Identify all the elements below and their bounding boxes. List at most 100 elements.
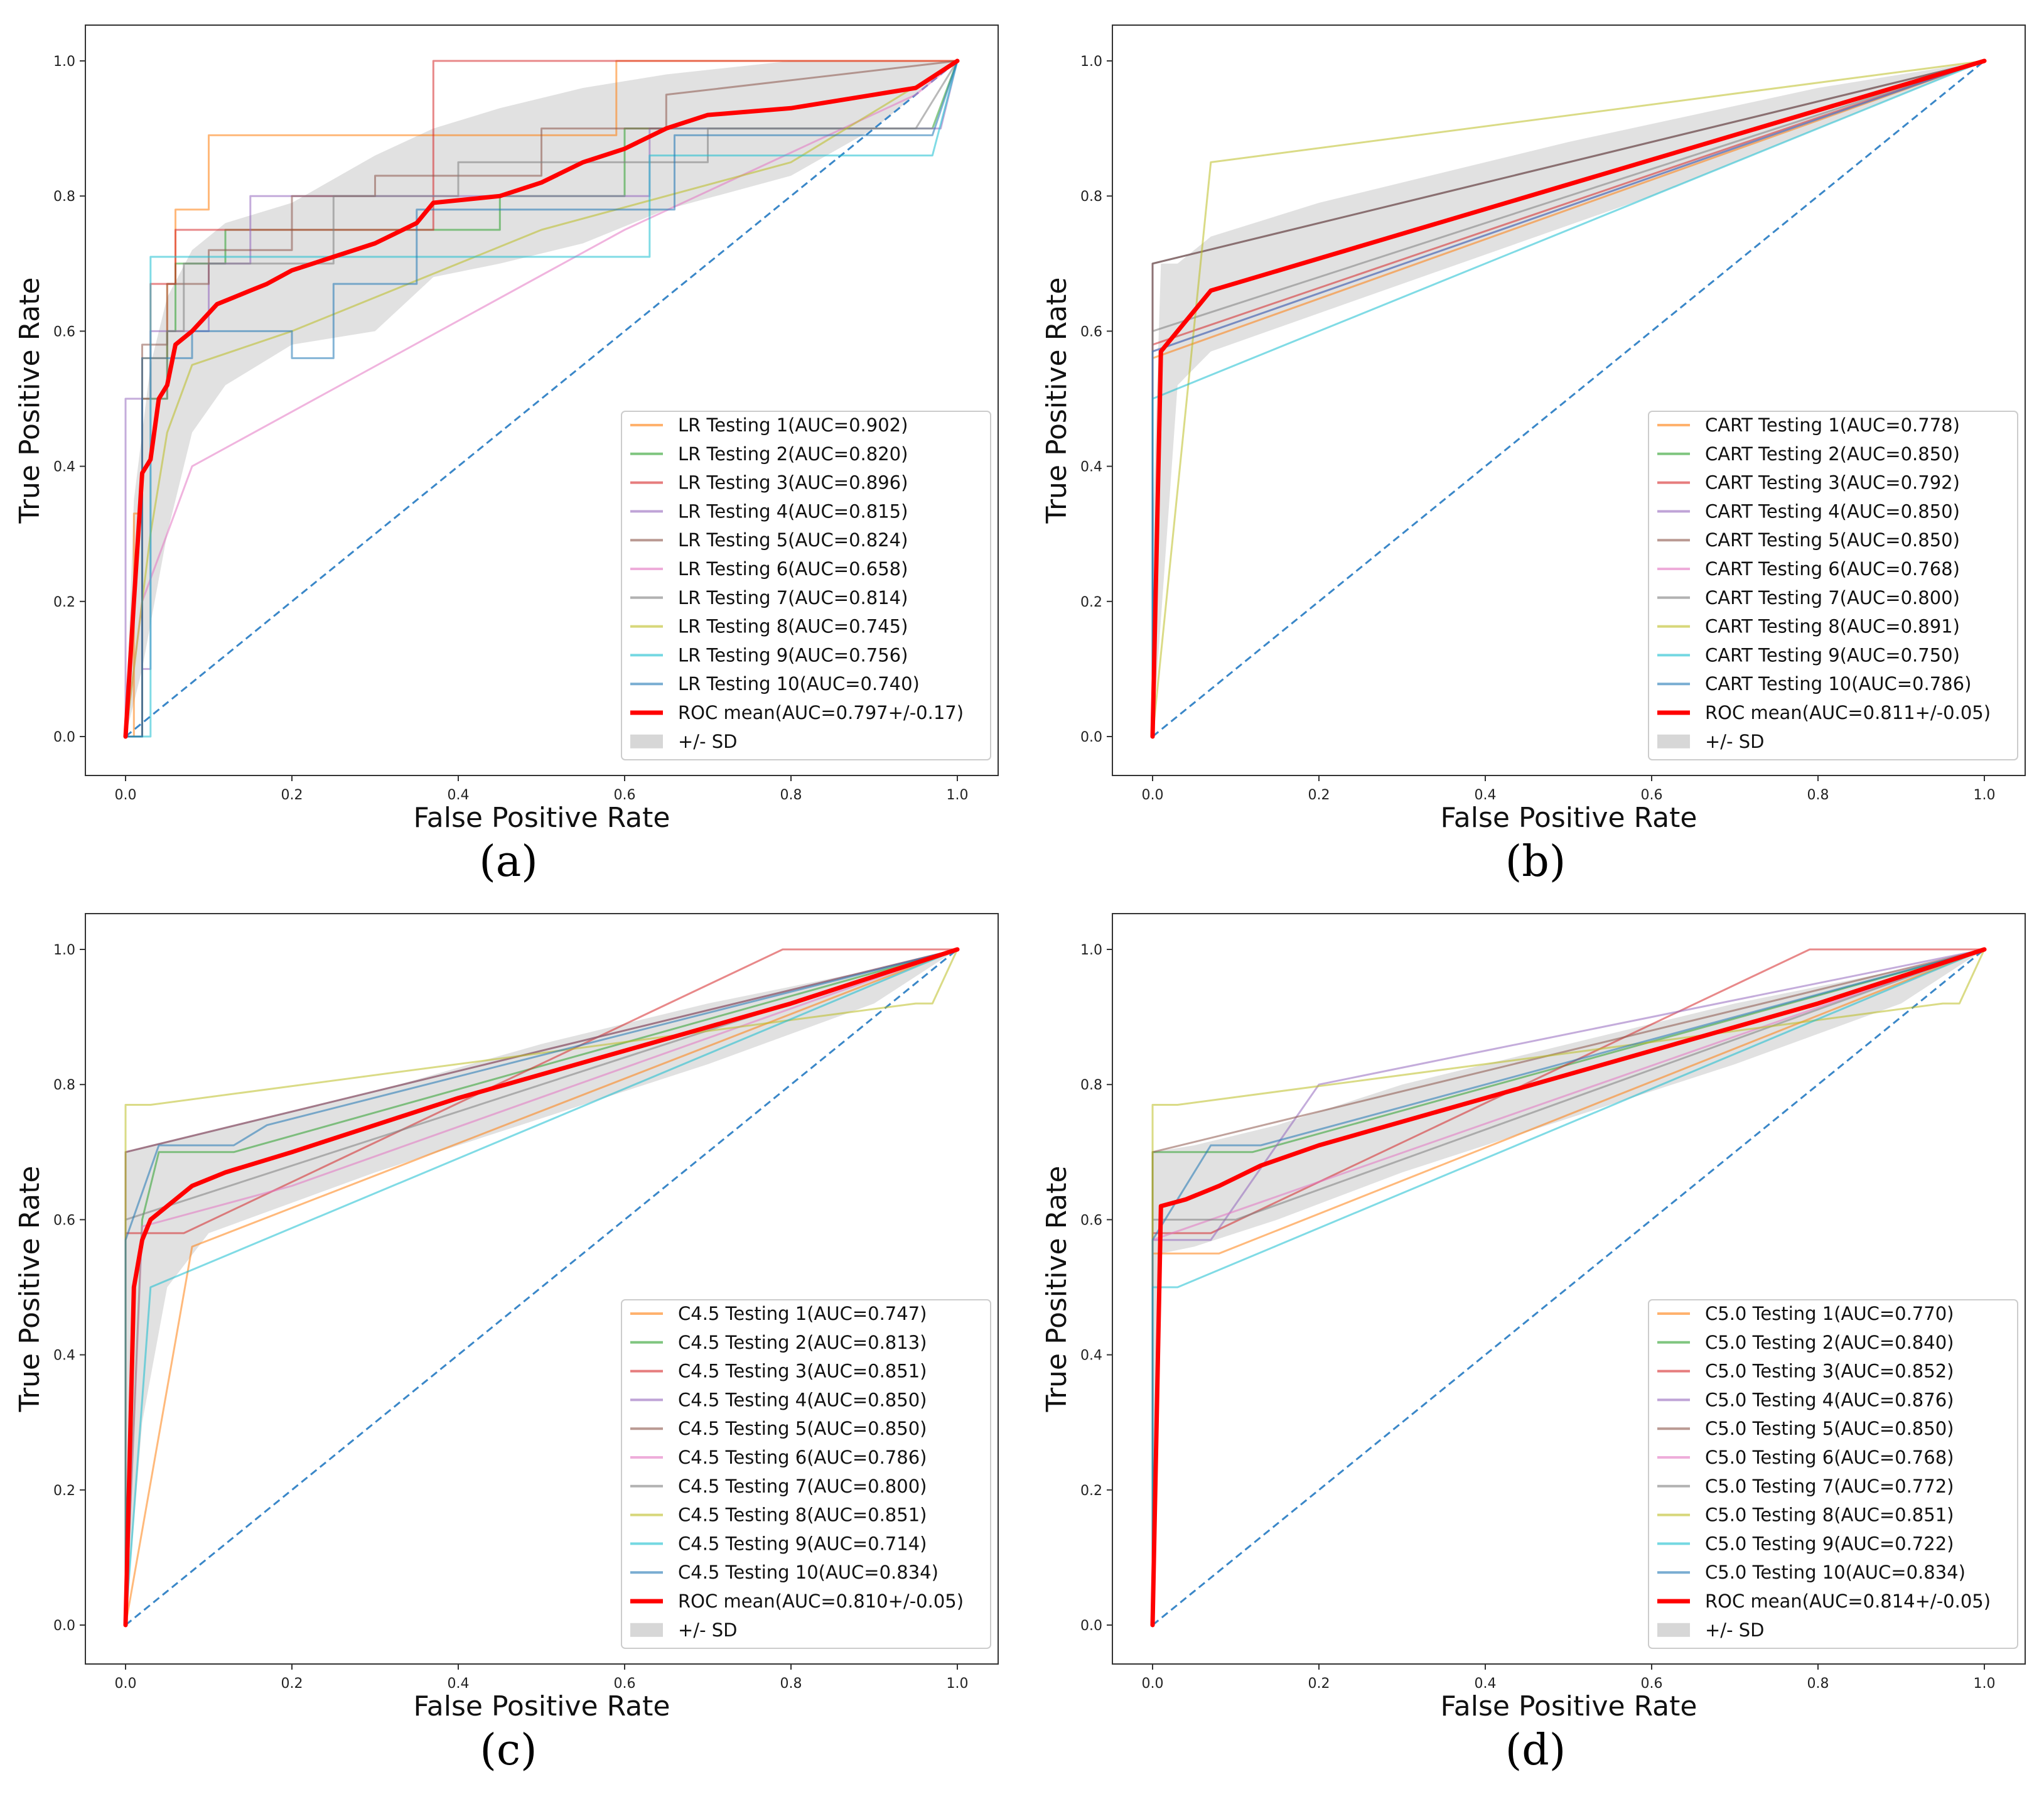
legend-label-fold-1: C5.0 Testing 1(AUC=0.770) [1705,1303,1954,1324]
legend-label-fold-9: LR Testing 9(AUC=0.756) [678,644,908,666]
legend-label-fold-2: CART Testing 2(AUC=0.850) [1705,443,1960,465]
y-tick-label: 0.6 [53,324,75,340]
legend-label-fold-4: LR Testing 4(AUC=0.815) [678,500,908,522]
legend-label-fold-6: C5.0 Testing 6(AUC=0.768) [1705,1447,1954,1468]
roc-curve-fold-1 [124,948,958,1626]
legend-label-fold-10: C5.0 Testing 10(AUC=0.834) [1705,1562,1966,1583]
x-tick-label: 0.6 [1641,787,1663,803]
legend-label-mean: ROC mean(AUC=0.797+/-0.17) [678,702,964,723]
legend-label-fold-8: C5.0 Testing 8(AUC=0.851) [1705,1505,1954,1526]
legend-box [1648,1299,2018,1649]
y-tick-label: 0.8 [1080,1078,1102,1093]
roc-curve-fold-8 [1151,949,1986,1625]
legend-label-fold-5: LR Testing 5(AUC=0.824) [678,529,908,551]
y-tick-label: 0.4 [1080,460,1102,475]
y-tick-label: 0.6 [53,1213,75,1228]
legend-label-fold-4: C4.5 Testing 4(AUC=0.850) [678,1389,927,1410]
legend-label-fold-6: LR Testing 6(AUC=0.658) [678,558,908,580]
panel-d: 0.0 0.2 0.4 0.6 0.8 1.0 0.0 0.2 0.4 0.6 0.8 1.0 Fals… [1041,913,2026,1775]
panel-caption: (d) [1505,1726,1566,1775]
legend-label-fold-9: CART Testing 9(AUC=0.750) [1705,644,1960,666]
y-tick-label: 1.0 [1080,54,1102,70]
roc-mean-curve [123,58,960,739]
x-tick-label: 1.0 [947,1676,969,1692]
roc-mean-curve [1150,947,1987,1628]
y-axis-title: True Positive Rate [1041,278,1073,524]
roc-mean-curve [1150,58,1987,739]
roc-curve-fold-8 [1151,60,1985,737]
legend-label-fold-10: LR Testing 10(AUC=0.740) [678,673,920,694]
legend-label-sd: +/- SD [678,731,738,752]
legend-label-fold-10: CART Testing 10(AUC=0.786) [1705,673,1971,694]
legend-label-fold-5: CART Testing 5(AUC=0.850) [1705,529,1960,551]
legend-label-fold-6: C4.5 Testing 6(AUC=0.786) [678,1447,927,1468]
panel-caption: (a) [479,837,538,887]
legend-label-fold-3: C5.0 Testing 3(AUC=0.852) [1705,1361,1954,1382]
y-axis-title: True Positive Rate [14,278,46,524]
legend-swatch-sd [630,734,663,748]
legend-label-mean: ROC mean(AUC=0.814+/-0.05) [1705,1591,1991,1612]
legend-label-fold-3: LR Testing 3(AUC=0.896) [678,472,908,494]
y-tick-label: 0.8 [53,189,75,205]
y-tick-label: 0.4 [1080,1348,1102,1364]
x-tick-label: 0.4 [1475,787,1497,803]
y-tick-label: 1.0 [53,54,75,70]
legend-label-fold-3: CART Testing 3(AUC=0.792) [1705,472,1960,494]
x-tick-label: 0.0 [1142,1676,1164,1692]
legend-label-sd: +/- SD [1705,1619,1765,1641]
axes-frame [85,913,999,1665]
y-tick-label: 0.0 [53,1618,75,1634]
legend-label-sd: +/- SD [678,1619,738,1641]
y-tick-label: 1.0 [1080,943,1102,958]
legend-label-fold-5: C4.5 Testing 5(AUC=0.850) [678,1418,927,1439]
axes-frame [85,24,999,776]
x-tick-label: 0.4 [448,787,470,803]
x-axis-title: False Positive Rate [414,802,670,834]
roc-curve-fold-10 [1151,60,1985,737]
legend-label-fold-2: C4.5 Testing 2(AUC=0.813) [678,1332,927,1353]
legend-label-fold-8: LR Testing 8(AUC=0.745) [678,616,908,637]
y-tick-label: 1.0 [53,943,75,958]
axes-frame [1112,913,2026,1665]
y-tick-label: 0.6 [1080,324,1102,340]
legend-label-fold-1: C4.5 Testing 1(AUC=0.747) [678,1303,927,1324]
y-tick-label: 0.2 [53,595,75,610]
roc-curve-fold-5 [126,60,958,738]
roc-curve-fold-6 [124,948,958,1626]
panel-a: 0.0 0.2 0.4 0.6 0.8 1.0 0.0 0.2 0.4 0.6 0.8 1.0 Fals… [14,24,999,887]
sd-band [126,949,957,1625]
y-tick-label: 0.8 [53,1078,75,1093]
legend-label-fold-8: C4.5 Testing 8(AUC=0.851) [678,1505,927,1526]
y-tick-label: 0.2 [1080,595,1102,610]
x-tick-label: 0.4 [448,1676,470,1692]
axes-frame [1112,24,2026,776]
x-tick-label: 0.8 [1807,787,1829,803]
legend-box [621,1299,991,1649]
legend-label-fold-7: C5.0 Testing 7(AUC=0.772) [1705,1476,1954,1497]
x-axis-title: False Positive Rate [414,1690,670,1722]
x-tick-label: 0.8 [780,787,802,803]
legend-label-fold-1: LR Testing 1(AUC=0.902) [678,414,908,436]
y-axis-title: True Positive Rate [1041,1166,1073,1413]
y-tick-label: 0.2 [1080,1483,1102,1499]
roc-curve-fold-8 [124,949,959,1625]
legend-swatch-sd [1657,734,1690,748]
legend-label-fold-4: C5.0 Testing 4(AUC=0.876) [1705,1389,1954,1410]
x-tick-label: 0.8 [780,1676,802,1692]
panel-caption: (c) [480,1726,537,1775]
legend-label-fold-7: CART Testing 7(AUC=0.800) [1705,587,1960,608]
y-axis-title: True Positive Rate [14,1166,46,1413]
legend-label-fold-9: C5.0 Testing 9(AUC=0.722) [1705,1533,1954,1554]
panel-c: 0.0 0.2 0.4 0.6 0.8 1.0 0.0 0.2 0.4 0.6 0.8 1.0 Fals… [14,913,999,1775]
legend-label-fold-7: C4.5 Testing 7(AUC=0.800) [678,1476,927,1497]
x-tick-label: 0.0 [1142,787,1164,803]
legend-label-fold-3: C4.5 Testing 3(AUC=0.851) [678,1361,927,1382]
x-tick-label: 0.2 [1308,1676,1330,1692]
y-tick-label: 0.2 [53,1483,75,1499]
x-tick-label: 0.8 [1807,1676,1829,1692]
x-axis-title: False Positive Rate [1441,802,1697,834]
roc-curve-fold-10 [1151,948,1985,1625]
panel-caption: (b) [1505,837,1566,887]
legend-swatch-sd [1657,1623,1690,1637]
